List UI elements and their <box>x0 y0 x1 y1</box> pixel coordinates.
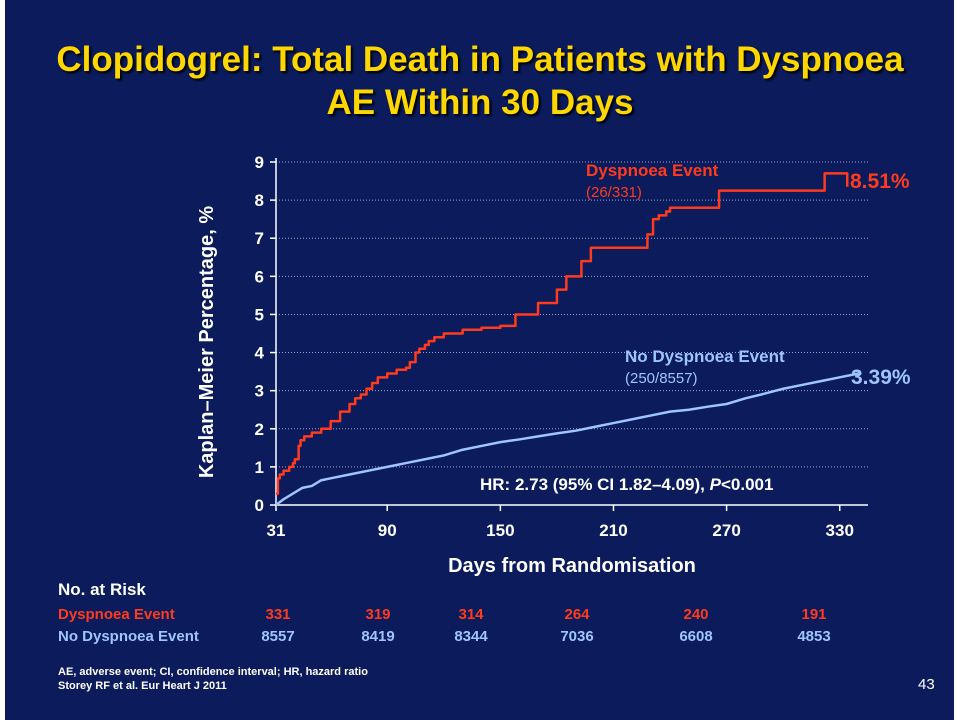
grid-lines <box>276 161 868 468</box>
y-tick-label: 9 <box>255 153 264 172</box>
y-tick-label: 3 <box>255 382 264 401</box>
no-dyspnoea-final-percent: 3.39% <box>851 366 911 389</box>
at-risk-value: 319 <box>365 606 391 623</box>
y-tick-label: 1 <box>255 458 264 477</box>
title-band <box>5 0 954 62</box>
no-dyspnoea-curve <box>275 372 859 506</box>
hr-p-value: <0.001 <box>721 475 773 494</box>
y-tick-label: 7 <box>255 229 264 248</box>
x-tick-label: 150 <box>486 521 514 540</box>
y-tick-label: 2 <box>255 420 264 439</box>
at-risk-value: 8344 <box>454 628 488 645</box>
dyspnoea-series-counts: (26/331) <box>586 184 642 201</box>
at-risk-value: 264 <box>564 606 590 623</box>
at-risk-label-no-dyspnoea: No Dyspnoea Event <box>58 628 199 645</box>
chart-labels: Kaplan–Meier Percentage, % Days from Ran… <box>196 161 911 577</box>
left-border-strip <box>0 0 5 720</box>
hr-p: P <box>710 475 722 494</box>
at-risk-value: 6608 <box>679 628 713 645</box>
y-tick-label: 6 <box>255 267 264 286</box>
y-tick-label: 4 <box>255 344 265 363</box>
at-risk-title: No. at Risk <box>58 580 146 599</box>
hr-text: HR: 2.73 (95% CI 1.82–4.09), <box>480 475 710 494</box>
hr-annotation: HR: 2.73 (95% CI 1.82–4.09), P<0.001 <box>480 475 773 494</box>
y-tick-label: 8 <box>255 191 264 210</box>
dyspnoea-final-percent: 8.51% <box>850 170 910 193</box>
at-risk-value: 191 <box>801 606 827 623</box>
series-lines <box>275 172 859 506</box>
no-dyspnoea-series-label: No Dyspnoea Event <box>625 347 785 366</box>
x-tick-label: 31 <box>267 521 286 540</box>
at-risk-value: 240 <box>683 606 709 623</box>
page-number: 43 <box>918 676 935 693</box>
at-risk-value: 7036 <box>560 628 594 645</box>
axes: 0 1 2 3 4 5 6 7 8 9 31 90 150 210 270 330 <box>255 153 868 540</box>
x-axis-label: Days from Randomisation <box>448 555 696 577</box>
y-tick-label: 5 <box>255 305 264 324</box>
at-risk-value: 314 <box>458 606 484 623</box>
at-risk-value: 8557 <box>261 628 295 645</box>
y-tick-label: 0 <box>255 496 264 515</box>
footnote-abbreviations: AE, adverse event; CI, confidence interv… <box>58 666 368 678</box>
at-risk-value: 331 <box>265 606 291 623</box>
x-tick-label: 270 <box>712 521 740 540</box>
at-risk-label-dyspnoea: Dyspnoea Event <box>58 606 175 623</box>
footnote-reference: Storey RF et al. Eur Heart J 2011 <box>58 680 227 692</box>
dyspnoea-curve <box>276 172 849 495</box>
dyspnoea-series-label: Dyspnoea Event <box>586 161 719 180</box>
at-risk-value: 8419 <box>361 628 395 645</box>
y-axis-label: Kaplan–Meier Percentage, % <box>196 206 218 479</box>
x-tick-label: 330 <box>826 521 854 540</box>
x-tick-label: 210 <box>599 521 627 540</box>
right-border-strip <box>954 62 960 720</box>
at-risk-value: 4853 <box>797 628 831 645</box>
no-dyspnoea-series-counts: (250/8557) <box>625 370 698 387</box>
x-tick-label: 90 <box>378 521 397 540</box>
slide-title: Clopidogrel: Total Death in Patients wit… <box>56 40 904 122</box>
